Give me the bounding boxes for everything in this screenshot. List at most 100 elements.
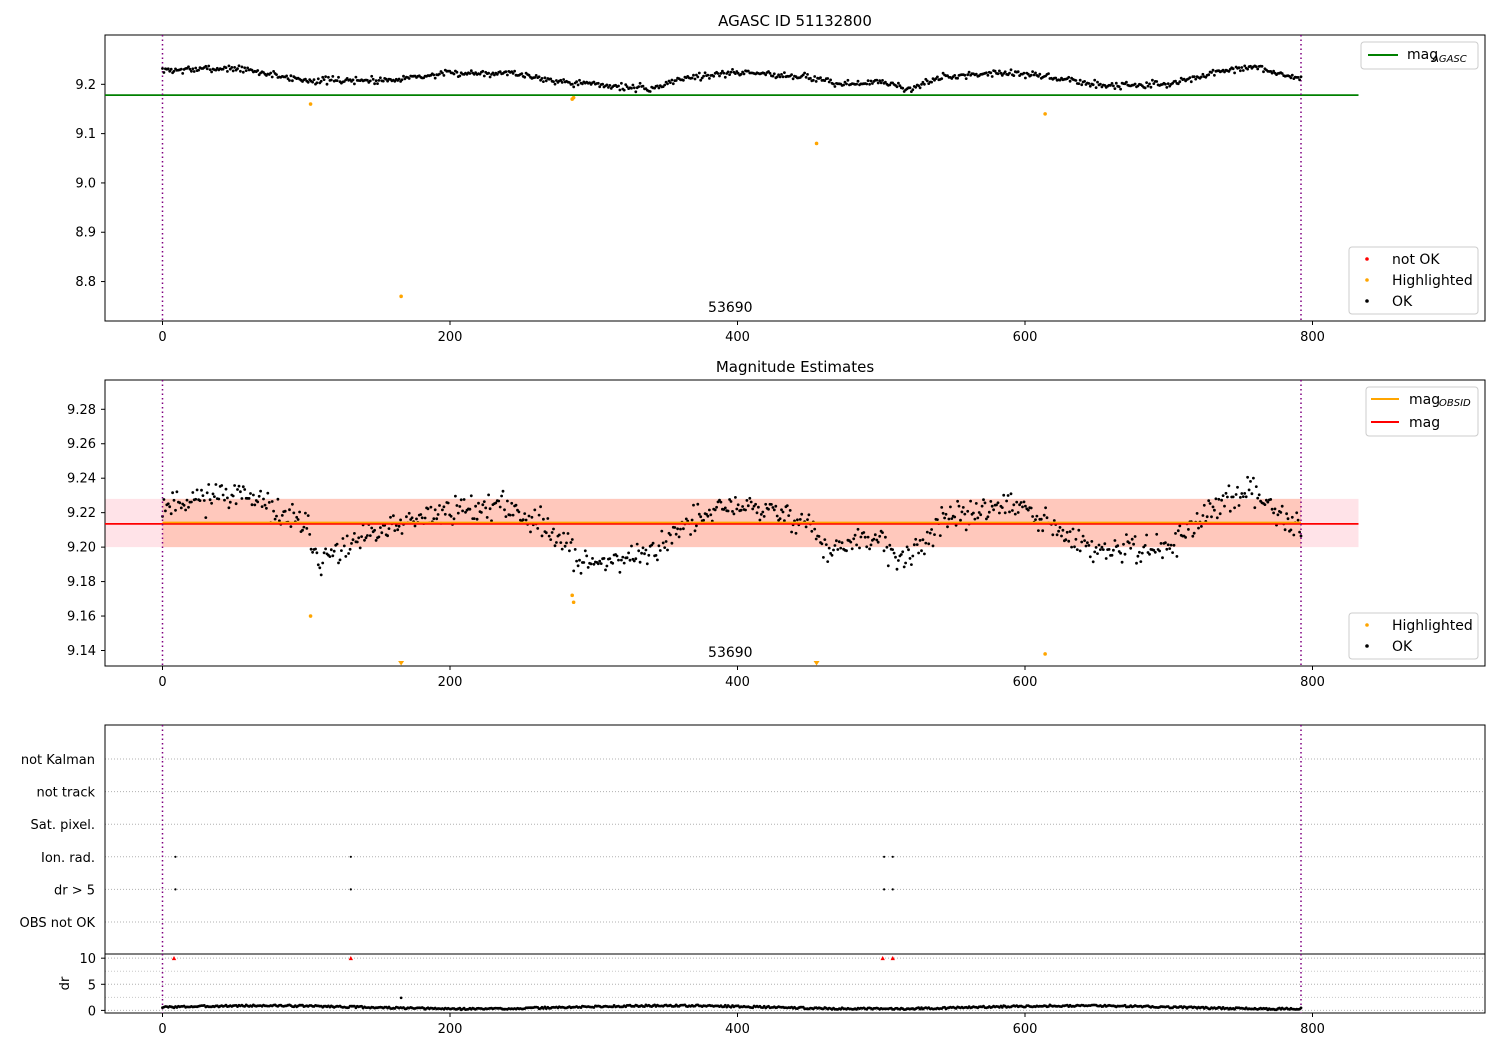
ok-point — [360, 535, 363, 538]
ok-point — [1064, 538, 1068, 542]
ok-point — [178, 501, 182, 505]
ok-point — [1296, 76, 1300, 79]
legend-label: not OK — [1392, 252, 1440, 268]
ok-point — [1034, 71, 1037, 75]
ok-point — [660, 529, 664, 533]
ok-point — [663, 83, 667, 87]
ok-point — [871, 82, 874, 85]
ok-point — [771, 506, 775, 509]
ok-point — [547, 534, 551, 538]
y-tick-label: 10 — [79, 952, 96, 967]
y-tick-label: 8.9 — [75, 226, 96, 241]
ok-point — [995, 503, 998, 507]
ok-point — [924, 541, 928, 545]
ok-point — [693, 529, 697, 533]
ok-point — [1254, 65, 1258, 69]
ok-point — [161, 67, 164, 70]
ok-point — [768, 71, 772, 75]
ok-point — [1165, 86, 1169, 89]
ok-point — [876, 81, 880, 85]
ok-point — [283, 509, 287, 513]
ok-point — [508, 513, 512, 517]
ok-point — [316, 77, 320, 81]
ok-point — [966, 509, 970, 513]
ok-point — [195, 488, 199, 492]
ok-point — [452, 72, 456, 76]
ok-point — [572, 85, 576, 89]
ok-point — [1011, 509, 1014, 512]
ok-point — [990, 75, 994, 78]
ok-point — [179, 67, 183, 71]
ok-point — [1151, 78, 1154, 82]
ok-point — [696, 502, 700, 506]
offscale-marker — [813, 661, 820, 666]
ok-point — [1009, 492, 1013, 496]
ok-point — [332, 549, 336, 553]
ok-point — [1233, 71, 1236, 75]
ok-point — [998, 511, 1001, 515]
ok-point — [1087, 82, 1091, 85]
ok-point — [734, 496, 737, 499]
ok-point — [726, 70, 730, 74]
ok-point — [719, 500, 723, 504]
ok-point — [790, 73, 793, 76]
ok-point — [397, 77, 401, 81]
ok-point — [759, 513, 763, 516]
ok-point — [563, 544, 567, 548]
ok-point — [630, 86, 633, 90]
ok-point — [298, 510, 301, 514]
ok-point — [982, 498, 985, 502]
ok-point — [1044, 506, 1047, 510]
ok-point — [699, 78, 703, 82]
ok-point — [904, 561, 907, 565]
ok-point — [666, 548, 669, 552]
ok-point — [986, 515, 990, 519]
ok-point — [731, 68, 734, 71]
ok-point — [233, 484, 237, 487]
ok-point — [856, 79, 860, 83]
ok-point — [1201, 72, 1205, 76]
ok-point — [387, 527, 391, 530]
ok-point — [1161, 556, 1164, 560]
ok-point — [1237, 66, 1241, 70]
ok-point — [374, 79, 378, 83]
ok-point — [1214, 497, 1218, 501]
ok-point — [328, 555, 332, 558]
ok-point — [407, 77, 411, 80]
ok-point — [1250, 492, 1254, 496]
ok-point — [772, 72, 776, 76]
ok-point — [1207, 499, 1211, 503]
ok-point — [788, 509, 792, 512]
ok-point — [202, 499, 206, 502]
ok-point — [566, 532, 570, 535]
ok-point — [319, 573, 323, 577]
ok-point — [549, 77, 553, 81]
ok-point — [910, 563, 913, 566]
ok-point — [925, 79, 929, 83]
ok-point — [878, 79, 882, 82]
ok-point — [748, 496, 752, 500]
ok-point — [643, 552, 646, 556]
ok-point — [523, 512, 527, 515]
ok-point — [1135, 561, 1138, 565]
ok-point — [876, 540, 880, 544]
ok-point — [892, 551, 896, 555]
ok-point — [676, 527, 679, 531]
ok-point — [713, 508, 717, 512]
ok-point — [1068, 79, 1072, 83]
ok-point — [169, 512, 173, 516]
ok-point — [1088, 84, 1092, 88]
ok-point — [179, 506, 183, 510]
x-tick-label: 400 — [725, 1022, 750, 1037]
ok-point — [868, 547, 871, 551]
y-tick-label: 5 — [88, 978, 96, 993]
x-tick-label: 200 — [438, 1022, 463, 1037]
ok-point — [1084, 544, 1088, 548]
ok-point — [354, 75, 358, 79]
ok-point — [569, 541, 573, 544]
ok-point — [814, 80, 818, 83]
ok-point — [1005, 499, 1008, 503]
ok-point — [1256, 67, 1260, 71]
ok-point — [974, 502, 978, 505]
ok-point — [393, 529, 397, 532]
